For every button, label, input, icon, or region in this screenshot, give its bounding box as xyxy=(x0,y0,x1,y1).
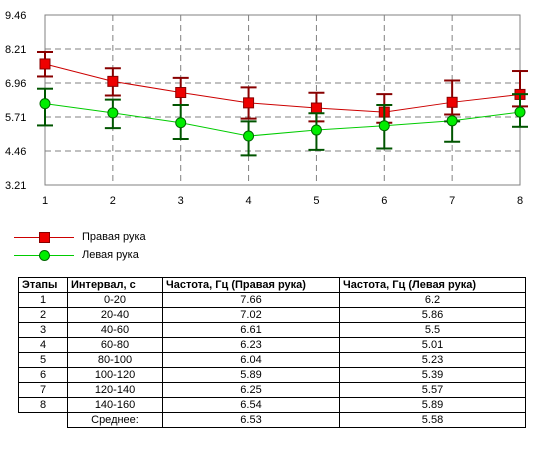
cell-interval: 100-120 xyxy=(67,367,163,383)
cell-interval: 120-140 xyxy=(67,382,163,398)
x-tick-label: 5 xyxy=(313,195,319,207)
cell-right-hand: 5.89 xyxy=(162,367,340,383)
cell-blank xyxy=(19,413,68,428)
data-point xyxy=(175,117,187,129)
cell-interval: 140-160 xyxy=(67,397,163,413)
data-point xyxy=(514,106,526,118)
x-tick-label: 4 xyxy=(246,195,252,207)
data-point xyxy=(175,87,187,99)
cell-left-hand: 5.01 xyxy=(339,337,526,353)
data-point xyxy=(107,107,119,119)
cell-average-right: 6.53 xyxy=(162,412,340,428)
legend-item-right-hand: Правая рука xyxy=(14,228,146,246)
legend-swatch-left-hand xyxy=(14,248,74,262)
legend-item-left-hand: Левая рука xyxy=(14,246,146,264)
cell-stage: 1 xyxy=(18,292,68,308)
y-tick-label: 3.21 xyxy=(5,180,26,192)
data-point xyxy=(243,130,255,142)
cell-stage: 3 xyxy=(18,322,68,338)
cell-right-hand: 6.54 xyxy=(162,397,340,413)
table-footer-row: Среднее: 6.53 5.58 xyxy=(19,412,526,428)
data-point xyxy=(310,102,322,114)
table-row: 8 140-160 6.54 5.89 xyxy=(18,397,526,413)
cell-left-hand: 5.57 xyxy=(339,382,526,398)
plot-area xyxy=(44,14,521,186)
cell-stage: 5 xyxy=(18,352,68,368)
table-row: 4 60-80 6.23 5.01 xyxy=(18,337,526,353)
header-interval: Интервал, с xyxy=(67,277,163,293)
cell-stage: 4 xyxy=(18,337,68,353)
cell-left-hand: 5.39 xyxy=(339,367,526,383)
line-chart: 9.46 8.21 6.96 5.71 4.46 3.21 1 2 3 4 5 6 7 8 xyxy=(5,10,528,207)
header-stage: Этапы xyxy=(18,277,68,293)
cell-interval: 40-60 xyxy=(67,322,163,338)
table-header-row: Этапы Интервал, с Частота, Гц (Правая ру… xyxy=(18,277,526,293)
header-left-hand: Частота, Гц (Левая рука) xyxy=(339,277,526,293)
cell-interval: 20-40 xyxy=(67,307,163,323)
table-row: 6 100-120 5.89 5.39 xyxy=(18,367,526,383)
cell-average-label: Среднее: xyxy=(67,412,163,428)
cell-stage: 2 xyxy=(18,307,68,323)
table-row: 2 20-40 7.02 5.86 xyxy=(18,307,526,323)
table-row: 1 0-20 7.66 6.2 xyxy=(18,292,526,308)
legend-swatch-right-hand xyxy=(14,230,74,244)
x-tick-label: 6 xyxy=(381,195,387,207)
frequency-table: Этапы Интервал, с Частота, Гц (Правая ру… xyxy=(18,277,526,428)
cell-right-hand: 7.66 xyxy=(162,292,340,308)
cell-right-hand: 6.61 xyxy=(162,322,340,338)
data-point xyxy=(446,115,458,127)
y-tick-label: 6.96 xyxy=(5,78,26,90)
cell-average-left: 5.58 xyxy=(339,412,526,428)
data-point xyxy=(310,124,322,136)
y-tick-label: 5.71 xyxy=(5,112,26,124)
header-right-hand: Частота, Гц (Правая рука) xyxy=(162,277,340,293)
chart-legend: Правая рука Левая рука xyxy=(14,228,146,264)
y-tick-label: 4.46 xyxy=(5,146,26,158)
cell-stage: 7 xyxy=(18,382,68,398)
data-point xyxy=(378,120,390,132)
y-tick-label: 9.46 xyxy=(5,10,26,22)
series-line xyxy=(44,103,521,137)
x-tick-label: 2 xyxy=(110,195,116,207)
x-tick-label: 3 xyxy=(178,195,184,207)
cell-right-hand: 6.25 xyxy=(162,382,340,398)
data-point xyxy=(107,75,119,87)
cell-interval: 60-80 xyxy=(67,337,163,353)
cell-interval: 80-100 xyxy=(67,352,163,368)
cell-left-hand: 6.2 xyxy=(339,292,526,308)
cell-right-hand: 7.02 xyxy=(162,307,340,323)
cell-left-hand: 5.89 xyxy=(339,397,526,413)
series-line xyxy=(44,63,521,113)
y-tick-label: 8.21 xyxy=(5,44,26,56)
legend-label-right-hand: Правая рука xyxy=(82,231,146,243)
cell-stage: 6 xyxy=(18,367,68,383)
x-tick-label: 8 xyxy=(517,195,523,207)
data-point xyxy=(39,58,51,70)
cell-right-hand: 6.23 xyxy=(162,337,340,353)
cell-left-hand: 5.86 xyxy=(339,307,526,323)
legend-label-left-hand: Левая рука xyxy=(82,249,139,261)
table-row: 7 120-140 6.25 5.57 xyxy=(18,382,526,398)
cell-stage: 8 xyxy=(18,397,68,413)
data-point xyxy=(446,96,458,108)
table-row: 3 40-60 6.61 5.5 xyxy=(18,322,526,338)
cell-left-hand: 5.5 xyxy=(339,322,526,338)
cell-left-hand: 5.23 xyxy=(339,352,526,368)
table-row: 5 80-100 6.04 5.23 xyxy=(18,352,526,368)
data-point xyxy=(39,98,51,110)
x-tick-label: 7 xyxy=(449,195,455,207)
data-point xyxy=(243,97,255,109)
cell-right-hand: 6.04 xyxy=(162,352,340,368)
cell-interval: 0-20 xyxy=(67,292,163,308)
x-tick-label: 1 xyxy=(42,195,48,207)
